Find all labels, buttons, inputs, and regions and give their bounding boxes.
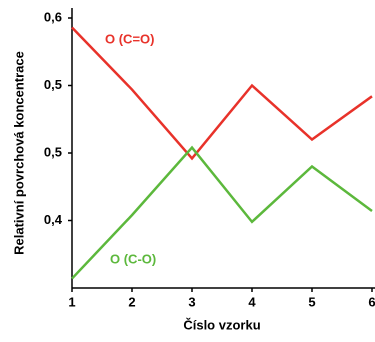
- y-tick-label: 0,5: [44, 77, 62, 92]
- y-tick-label: 0,4: [44, 212, 63, 227]
- x-tick-label: 4: [248, 294, 256, 309]
- x-axis-label: Číslo vzorku: [183, 317, 260, 332]
- series-line: [71, 26, 373, 161]
- y-axis-label: Relativní povrchová koncentrace: [11, 51, 26, 255]
- series-label: O (C-O): [110, 251, 156, 266]
- y-tick-label: 0,5: [44, 144, 62, 159]
- x-tick-label: 6: [368, 294, 375, 309]
- series-label: O (C=O): [105, 31, 154, 46]
- x-tick-label: 3: [188, 294, 195, 309]
- x-tick-label: 1: [68, 294, 75, 309]
- y-tick-label: 0,6: [44, 9, 62, 24]
- x-tick-label: 2: [128, 294, 135, 309]
- series-line: [71, 145, 373, 280]
- x-tick-label: 5: [308, 294, 315, 309]
